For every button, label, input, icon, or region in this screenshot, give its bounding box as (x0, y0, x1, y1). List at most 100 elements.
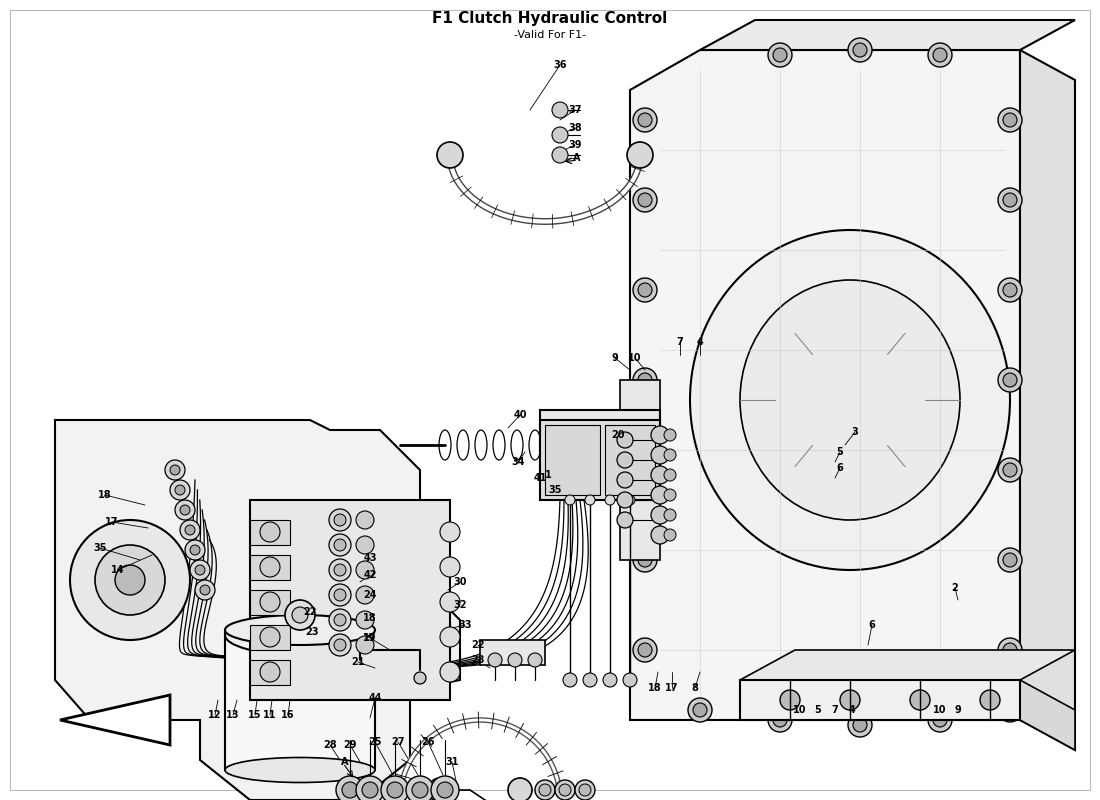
Circle shape (552, 147, 568, 163)
Circle shape (200, 585, 210, 595)
Circle shape (998, 698, 1022, 722)
Circle shape (852, 43, 867, 57)
Circle shape (185, 525, 195, 535)
Circle shape (638, 113, 652, 127)
Circle shape (488, 653, 502, 667)
Text: 32: 32 (453, 600, 466, 610)
Text: 9: 9 (955, 705, 961, 715)
Ellipse shape (690, 230, 1010, 570)
Circle shape (437, 782, 453, 798)
Circle shape (998, 188, 1022, 212)
Bar (605, 425, 654, 495)
Text: 23: 23 (471, 655, 485, 665)
Circle shape (998, 108, 1022, 132)
Text: A: A (573, 153, 581, 163)
Circle shape (260, 522, 280, 542)
Circle shape (617, 472, 632, 488)
Text: 38: 38 (569, 123, 582, 133)
Polygon shape (700, 20, 1075, 50)
Circle shape (356, 586, 374, 604)
Circle shape (625, 495, 635, 505)
Polygon shape (740, 650, 1075, 680)
Text: 35: 35 (94, 543, 107, 553)
Circle shape (334, 539, 346, 551)
Text: 33: 33 (459, 620, 472, 630)
Circle shape (387, 782, 403, 798)
Circle shape (998, 458, 1022, 482)
Circle shape (1003, 113, 1018, 127)
Bar (250, 590, 290, 615)
Text: F1 Clutch Hydraulic Control: F1 Clutch Hydraulic Control (432, 10, 668, 26)
Bar (480, 640, 544, 665)
Circle shape (1003, 703, 1018, 717)
Circle shape (910, 690, 930, 710)
Text: 2: 2 (952, 583, 958, 593)
Circle shape (190, 545, 200, 555)
Circle shape (406, 776, 434, 800)
Circle shape (664, 529, 676, 541)
Text: 20: 20 (612, 430, 625, 440)
Circle shape (559, 784, 571, 796)
Circle shape (632, 638, 657, 662)
Circle shape (773, 48, 786, 62)
Circle shape (292, 607, 308, 623)
Circle shape (651, 466, 669, 484)
Text: 31: 31 (446, 757, 459, 767)
Text: 30: 30 (453, 577, 466, 587)
Text: 7: 7 (676, 337, 683, 347)
Circle shape (693, 703, 707, 717)
Text: 37: 37 (569, 105, 582, 115)
Circle shape (603, 673, 617, 687)
Circle shape (840, 690, 860, 710)
Text: -Valid For F1-: -Valid For F1- (514, 30, 586, 40)
Circle shape (414, 672, 426, 684)
Circle shape (768, 708, 792, 732)
Circle shape (664, 489, 676, 501)
Circle shape (356, 561, 374, 579)
Text: 29: 29 (343, 740, 356, 750)
Text: 4: 4 (696, 337, 703, 347)
Circle shape (329, 584, 351, 606)
Text: 7: 7 (832, 705, 838, 715)
Ellipse shape (226, 615, 375, 645)
Text: 10: 10 (793, 705, 806, 715)
Circle shape (579, 784, 591, 796)
Bar (250, 520, 290, 545)
Text: 13: 13 (227, 710, 240, 720)
Circle shape (440, 662, 460, 682)
Text: 8: 8 (692, 683, 698, 693)
Circle shape (431, 776, 459, 800)
Text: 5: 5 (837, 447, 844, 457)
Text: 5: 5 (815, 705, 822, 715)
Circle shape (780, 690, 800, 710)
Circle shape (195, 580, 214, 600)
Circle shape (362, 782, 378, 798)
Text: 18: 18 (98, 490, 112, 500)
Circle shape (356, 636, 374, 654)
Circle shape (651, 486, 669, 504)
Text: 21: 21 (351, 657, 365, 667)
Circle shape (539, 784, 551, 796)
Text: 17: 17 (363, 633, 376, 643)
Circle shape (334, 639, 346, 651)
Circle shape (356, 536, 374, 554)
Circle shape (585, 495, 595, 505)
Circle shape (285, 600, 315, 630)
Bar (540, 410, 660, 480)
Circle shape (998, 278, 1022, 302)
Circle shape (329, 534, 351, 556)
Circle shape (928, 43, 952, 67)
Circle shape (175, 500, 195, 520)
Circle shape (440, 522, 460, 542)
Circle shape (583, 673, 597, 687)
Circle shape (195, 565, 205, 575)
Circle shape (535, 780, 556, 800)
Text: 4: 4 (848, 705, 856, 715)
Text: 22: 22 (471, 640, 485, 650)
Bar (250, 500, 450, 700)
Circle shape (1003, 193, 1018, 207)
Circle shape (1003, 553, 1018, 567)
Ellipse shape (226, 615, 375, 655)
Ellipse shape (226, 758, 375, 782)
Circle shape (556, 780, 575, 800)
